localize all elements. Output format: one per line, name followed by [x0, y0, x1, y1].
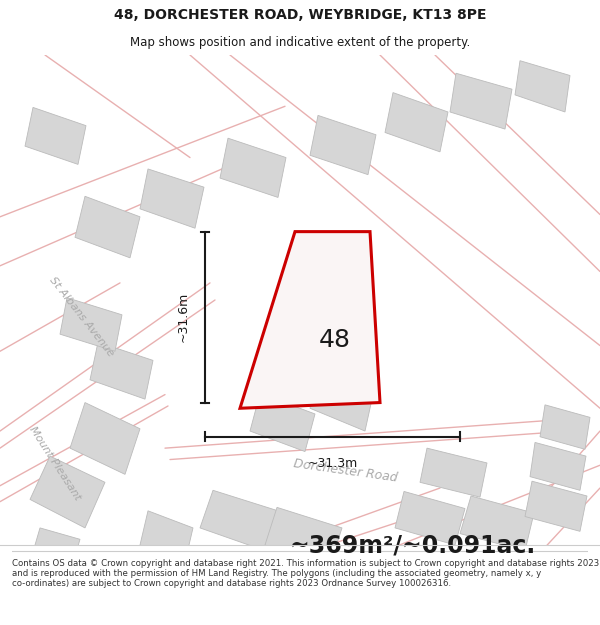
Polygon shape [60, 298, 122, 351]
Text: Map shows position and indicative extent of the property.: Map shows position and indicative extent… [130, 36, 470, 49]
Polygon shape [540, 405, 590, 449]
Polygon shape [25, 107, 86, 164]
Polygon shape [460, 496, 534, 551]
Polygon shape [250, 394, 315, 451]
Polygon shape [75, 196, 140, 258]
Text: Dorchester Road: Dorchester Road [292, 458, 398, 484]
Polygon shape [30, 456, 105, 528]
Polygon shape [420, 448, 487, 497]
Text: ~31.6m: ~31.6m [177, 292, 190, 342]
Text: St Albans Avenue: St Albans Avenue [48, 276, 116, 359]
Polygon shape [140, 169, 204, 228]
Polygon shape [90, 342, 153, 399]
Polygon shape [385, 92, 448, 152]
Polygon shape [30, 528, 80, 574]
Polygon shape [530, 442, 586, 490]
Text: ~369m²/~0.091ac.: ~369m²/~0.091ac. [290, 534, 536, 558]
Polygon shape [220, 138, 286, 198]
Polygon shape [200, 490, 278, 551]
Polygon shape [450, 73, 512, 129]
Polygon shape [395, 491, 465, 545]
Text: Mount Pleasant: Mount Pleasant [28, 424, 83, 502]
Polygon shape [140, 511, 193, 562]
Polygon shape [265, 508, 342, 566]
Polygon shape [240, 232, 380, 408]
Polygon shape [525, 481, 587, 531]
Polygon shape [515, 61, 570, 112]
Polygon shape [310, 116, 376, 174]
Text: ~31.3m: ~31.3m [307, 458, 358, 470]
Polygon shape [310, 372, 373, 431]
Text: 48, DORCHESTER ROAD, WEYBRIDGE, KT13 8PE: 48, DORCHESTER ROAD, WEYBRIDGE, KT13 8PE [114, 8, 486, 22]
Text: 48: 48 [319, 328, 351, 352]
Polygon shape [70, 402, 140, 474]
Text: Contains OS data © Crown copyright and database right 2021. This information is : Contains OS data © Crown copyright and d… [12, 559, 599, 588]
